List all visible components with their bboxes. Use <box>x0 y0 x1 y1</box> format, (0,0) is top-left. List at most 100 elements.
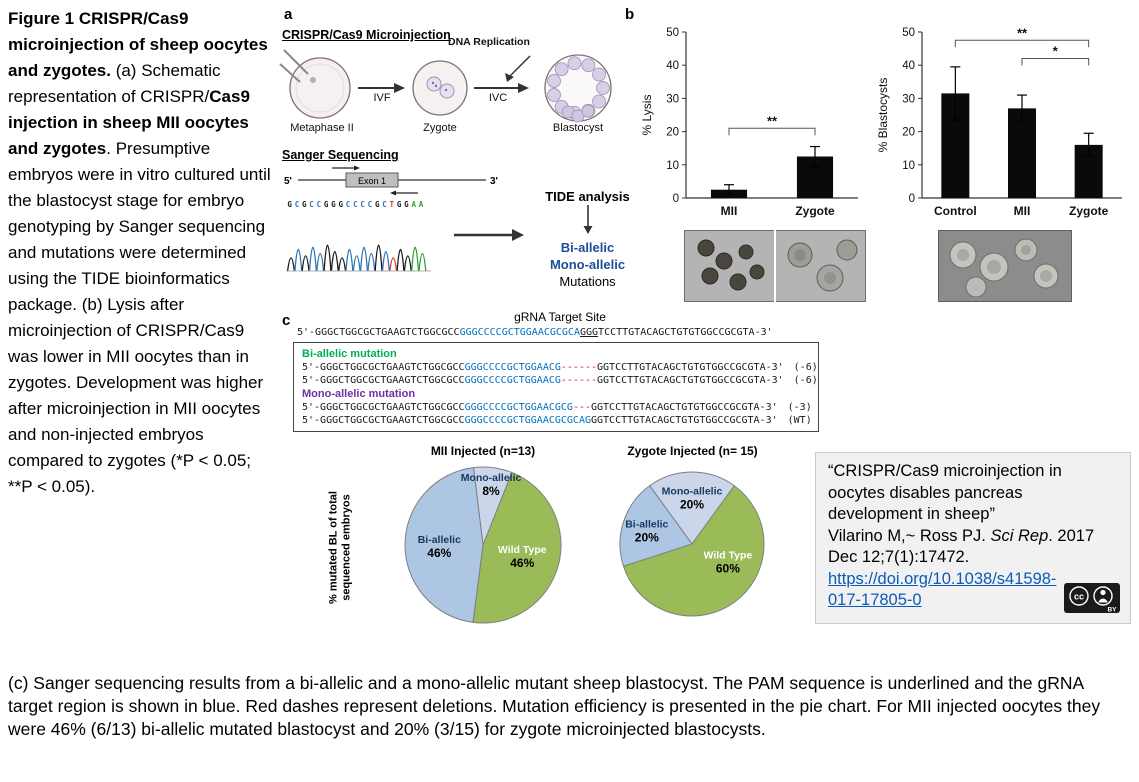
ivc-label: IVC <box>488 92 508 104</box>
grna-target-site-title: gRNA Target Site <box>514 310 606 324</box>
tide-down-arrow-icon <box>583 205 592 234</box>
svg-text:10: 10 <box>666 160 679 172</box>
svg-text:Mono-allelic: Mono-allelic <box>461 472 522 484</box>
pie-zygote-title: Zygote Injected (n= 15) <box>627 444 758 458</box>
svg-text:50: 50 <box>902 27 915 39</box>
target-seq-pam: GGG <box>579 327 599 338</box>
three-prime-label: 3' <box>490 176 498 187</box>
tide-block: TIDE analysis Bi-allelic Mono-allelic Mu… <box>520 188 655 290</box>
tide-title: TIDE analysis <box>545 189 630 204</box>
citation-detail: . 2017 Dec 12;7(1):17472. <box>828 526 1095 567</box>
svg-text:Control: Control <box>934 204 977 218</box>
svg-text:60%: 60% <box>716 562 740 576</box>
citation-box: “CRISPR/Cas9 microinjection in oocytes d… <box>815 452 1131 624</box>
svg-text:Bi-allelic: Bi-allelic <box>418 534 461 546</box>
target-seq-grna: GGGCCCCGCTGGAACGCGCA <box>459 327 580 338</box>
by-label: BY <box>1107 607 1117 614</box>
five-prime-label: 5' <box>284 176 292 187</box>
svg-text:20: 20 <box>666 127 679 139</box>
to-tide-arrow-icon <box>454 229 524 241</box>
target-seq-post: TCCTTGTACAGCTGTGTGGCCGCGTA-3' <box>598 327 773 338</box>
svg-text:50: 50 <box>666 27 679 39</box>
cc-icon: cc <box>1074 592 1084 602</box>
monoallelic-header: Mono-allelic mutation <box>302 388 416 400</box>
lysis-bar-chart: 0 10 20 30 40 50 MII Zygote % Lysis ** <box>640 27 858 218</box>
svg-text:% Blastocysts: % Blastocysts <box>876 78 890 153</box>
doi-link[interactable]: https://doi.org/10.1038/s41598-017-17805… <box>828 569 1057 610</box>
panel-b-label: b <box>625 6 635 23</box>
zygote-label: Zygote <box>423 122 457 134</box>
svg-text:MII: MII <box>721 204 738 218</box>
svg-text:Mono-allelic: Mono-allelic <box>662 485 723 497</box>
svg-text:0: 0 <box>909 193 915 205</box>
oocyte-circle <box>289 57 351 119</box>
sanger-title: Sanger Sequencing <box>282 148 399 162</box>
exon-diagram: 5' Exon 1 3' <box>284 165 498 196</box>
svg-text:Wild Type: Wild Type <box>704 550 753 562</box>
chromatogram <box>286 244 431 272</box>
svg-text:20%: 20% <box>635 530 659 544</box>
svg-text:8%: 8% <box>482 484 500 498</box>
microinjection-title: CRISPR/Cas9 Microinjection <box>282 28 451 42</box>
svg-text:20: 20 <box>902 127 915 139</box>
blastocyst-cells <box>547 56 610 123</box>
svg-text:MII: MII <box>1014 204 1031 218</box>
svg-text:0: 0 <box>673 193 679 205</box>
grna-target-sequence: 5'-GGGCTGGCGCTGAAGTCTGGCGCCGGGCCCCGCTGGA… <box>297 326 773 339</box>
ivf-label: IVF <box>373 92 391 104</box>
citation-authors: Vilarino M,~ Ross PJ. <box>828 526 991 545</box>
blastocyst-micrograph <box>938 230 1072 302</box>
mutation-line: 5'-GGGCTGGCGCTGAAGTCTGGCGCCGGGCCCCGCTGGA… <box>302 402 812 413</box>
svg-text:46%: 46% <box>510 556 534 570</box>
svg-text:40: 40 <box>666 60 679 72</box>
svg-text:**: ** <box>767 113 778 128</box>
svg-text:*: * <box>1053 44 1059 59</box>
exon-label: Exon 1 <box>358 176 386 186</box>
svg-text:**: ** <box>1017 25 1028 40</box>
caption-text-bold: Cas9 injection in sheep MII oocytes and … <box>8 87 250 158</box>
holding-pipette-icon <box>279 63 301 83</box>
caption-text-2: . Presumptive embryos were in vitro cult… <box>8 139 271 496</box>
tide-result-biallelic: Bi-allelic <box>560 240 615 255</box>
svg-text:% Lysis: % Lysis <box>640 95 654 136</box>
panel-a-label: a <box>284 6 293 23</box>
citation-reference: Vilarino M,~ Ross PJ. Sci Rep. 2017 Dec … <box>828 526 1118 569</box>
svg-text:10: 10 <box>902 160 915 172</box>
target-seq-pre: 5'-GGGCTGGCGCTGAAGTCTGGCGCC <box>297 327 460 338</box>
pie-mii-title: MII Injected (n=13) <box>430 444 536 458</box>
svg-text:46%: 46% <box>427 546 451 560</box>
caption-title: Figure 1 CRISPR/Cas9 microinjection of s… <box>8 9 268 80</box>
svg-text:40: 40 <box>902 60 915 72</box>
svg-text:Zygote: Zygote <box>795 204 835 218</box>
svg-text:20%: 20% <box>680 497 704 511</box>
microinjection-schematic <box>279 49 612 123</box>
svg-text:30: 30 <box>666 93 679 105</box>
blastocyst-bar-chart: 0 10 20 30 40 50 Control MII Zygote % Blastocysts… <box>876 25 1122 218</box>
svg-text:Zygote: Zygote <box>1069 204 1109 218</box>
mutation-line: 5'-GGGCTGGCGCTGAAGTCTGGCGCCGGGCCCCGCTGGA… <box>302 375 818 386</box>
svg-text:Wild Type: Wild Type <box>498 544 547 556</box>
dna-replication-arrow-icon <box>507 55 531 79</box>
dna-replication-label: DNA Replication <box>448 36 530 48</box>
blastocyst-label: Blastocyst <box>552 122 604 134</box>
embryo-micrograph-mii-zygote <box>684 230 866 302</box>
pie-axis-label: % mutated BL of total sequenced embryos <box>327 491 353 604</box>
mutation-box: Bi-allelic mutation 5'-GGGCTGGCGCTGAAGTC… <box>293 342 819 432</box>
panel-c-label: c <box>282 312 291 329</box>
metaphase-label: Metaphase II <box>290 122 354 134</box>
tide-result-mutations: Mutations <box>559 274 616 289</box>
cc-by-badge: cc BY <box>1064 583 1120 613</box>
by-person-icon <box>1093 586 1113 606</box>
figure-caption-left: Figure 1 CRISPR/Cas9 microinjection of s… <box>8 6 274 500</box>
tide-result-monoallelic: Mono-allelic <box>549 257 626 272</box>
caption-text-1: (a) Schematic representation of CRISPR/ <box>8 61 221 106</box>
injection-needle-icon <box>283 49 309 75</box>
mutation-line: 5'-GGGCTGGCGCTGAAGTCTGGCGCCGGGCCCCGCTGGA… <box>302 415 812 426</box>
svg-text:30: 30 <box>902 93 915 105</box>
exon-box <box>345 172 399 188</box>
figure-caption-bottom: (c) Sanger sequencing results from a bi-… <box>8 673 1101 739</box>
